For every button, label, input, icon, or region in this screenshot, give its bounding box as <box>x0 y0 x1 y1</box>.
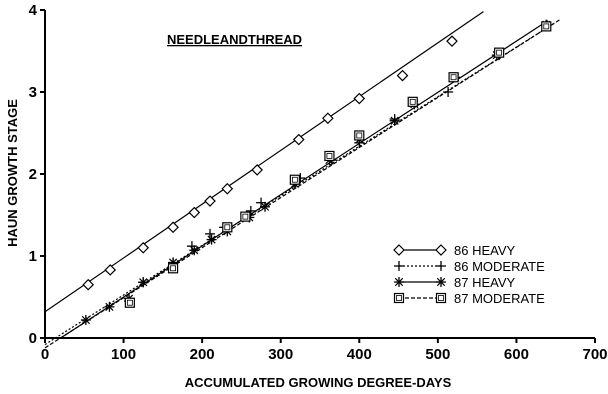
data-point <box>322 112 334 125</box>
x-axis-label: ACCUMULATED GROWING DEGREE-DAYS <box>185 375 452 390</box>
fit-line <box>60 20 549 339</box>
data-point <box>251 164 263 176</box>
legend-label: 87 MODERATE <box>454 291 545 306</box>
legend-label: 87 HEAVY <box>454 275 516 290</box>
data-point <box>389 115 400 126</box>
data-point <box>353 92 366 105</box>
x-tick-label: 100 <box>111 346 136 363</box>
legend-marker <box>436 261 446 271</box>
data-point <box>240 211 251 222</box>
data-point <box>104 301 115 312</box>
fit-line <box>44 21 557 346</box>
data-point <box>245 205 256 216</box>
data-point <box>124 297 135 308</box>
data-point <box>324 150 335 162</box>
y-tick-label: 0 <box>29 330 37 347</box>
data-point <box>494 47 505 58</box>
data-point <box>206 234 217 245</box>
legend-marker <box>393 292 405 304</box>
legend-label: 86 MODERATE <box>454 259 545 274</box>
x-tick-label: 500 <box>425 346 450 363</box>
legend-marker <box>394 261 404 271</box>
legend-label: 86 HEAVY <box>454 243 516 258</box>
legend-marker <box>393 244 405 256</box>
data-point <box>221 182 234 195</box>
y-tick-label: 3 <box>29 84 37 101</box>
legend-marker <box>435 292 447 304</box>
data-point <box>446 35 458 48</box>
y-tick-label: 4 <box>29 2 38 19</box>
data-point <box>138 277 149 288</box>
data-point <box>354 130 365 141</box>
data-point <box>289 174 300 185</box>
data-point <box>82 278 95 291</box>
data-points <box>80 19 552 325</box>
data-point <box>167 221 179 234</box>
x-tick-label: 400 <box>347 346 372 363</box>
fit-line <box>44 11 484 313</box>
data-point <box>167 263 179 274</box>
x-tick-label: 600 <box>504 346 529 363</box>
data-point <box>104 264 117 276</box>
x-tick-label: 300 <box>268 346 293 363</box>
chart-title: NEEDLEANDTHREAD <box>167 32 302 47</box>
data-point <box>260 201 270 212</box>
data-point <box>541 21 552 32</box>
axes: 0 100 200 300 400 500 600 700 0 1 2 3 4 <box>29 2 608 363</box>
data-point <box>292 133 305 146</box>
y-axis-label: HAUN GROWTH STAGE <box>5 99 20 247</box>
y-tick-label: 2 <box>29 166 37 183</box>
data-point <box>189 245 200 256</box>
x-tick-label: 700 <box>582 346 607 363</box>
data-point <box>407 96 418 107</box>
data-point <box>222 222 233 233</box>
data-point <box>80 314 91 325</box>
legend-marker <box>436 277 446 287</box>
data-point <box>186 241 197 252</box>
fit-lines <box>44 11 560 349</box>
data-point <box>204 195 216 207</box>
legend-marker <box>435 244 447 256</box>
x-tick-label: 200 <box>190 346 215 363</box>
data-point <box>396 69 409 82</box>
data-point <box>448 72 459 83</box>
y-tick-label: 1 <box>29 248 37 265</box>
data-point <box>443 87 454 97</box>
x-tick-label: 0 <box>41 346 49 363</box>
legend-marker <box>394 277 404 287</box>
data-point <box>188 206 201 219</box>
data-point <box>137 241 150 254</box>
